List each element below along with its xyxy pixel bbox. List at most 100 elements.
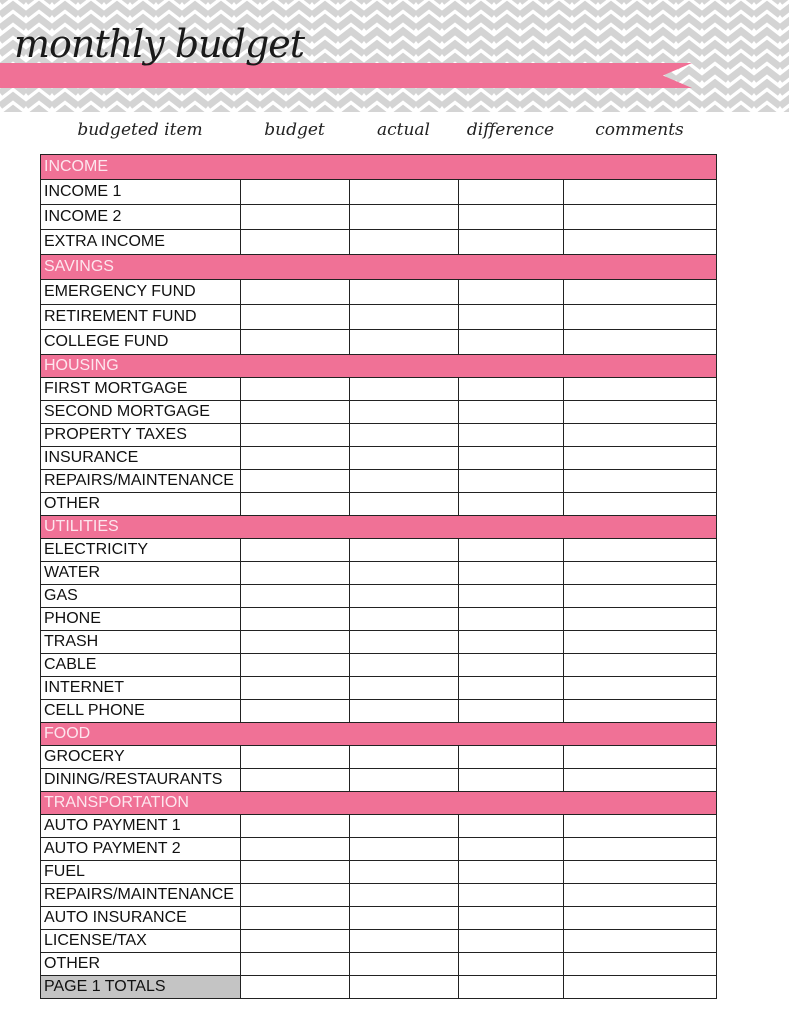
actual-cell[interactable] — [349, 837, 459, 861]
budget-cell[interactable] — [240, 860, 350, 884]
comments-cell[interactable] — [563, 204, 717, 230]
difference-cell[interactable] — [458, 630, 564, 654]
actual-cell[interactable] — [349, 304, 459, 330]
actual-cell[interactable] — [349, 607, 459, 631]
actual-cell[interactable] — [349, 929, 459, 953]
difference-cell[interactable] — [458, 653, 564, 677]
comments-cell[interactable] — [563, 860, 717, 884]
budget-cell[interactable] — [240, 469, 350, 493]
actual-cell[interactable] — [349, 814, 459, 838]
budget-cell[interactable] — [240, 699, 350, 723]
comments-cell[interactable] — [563, 279, 717, 305]
budget-cell[interactable] — [240, 204, 350, 230]
comments-cell[interactable] — [563, 630, 717, 654]
actual-cell[interactable] — [349, 883, 459, 907]
difference-cell[interactable] — [458, 584, 564, 608]
actual-cell[interactable] — [349, 204, 459, 230]
budget-cell[interactable] — [240, 929, 350, 953]
difference-cell[interactable] — [458, 906, 564, 930]
difference-cell[interactable] — [458, 204, 564, 230]
difference-cell[interactable] — [458, 179, 564, 205]
comments-cell[interactable] — [563, 607, 717, 631]
difference-cell[interactable] — [458, 279, 564, 305]
difference-cell[interactable] — [458, 883, 564, 907]
comments-cell[interactable] — [563, 492, 717, 516]
difference-cell[interactable] — [458, 837, 564, 861]
actual-cell[interactable] — [349, 469, 459, 493]
comments-cell[interactable] — [563, 699, 717, 723]
budget-cell[interactable] — [240, 745, 350, 769]
budget-cell[interactable] — [240, 400, 350, 424]
comments-cell[interactable] — [563, 446, 717, 470]
difference-cell[interactable] — [458, 676, 564, 700]
actual-cell[interactable] — [349, 676, 459, 700]
budget-cell[interactable] — [240, 768, 350, 792]
difference-cell[interactable] — [458, 745, 564, 769]
actual-cell[interactable] — [349, 768, 459, 792]
actual-cell[interactable] — [349, 630, 459, 654]
actual-cell[interactable] — [349, 561, 459, 585]
budget-cell[interactable] — [240, 304, 350, 330]
difference-cell[interactable] — [458, 561, 564, 585]
comments-cell[interactable] — [563, 229, 717, 255]
difference-cell[interactable] — [458, 975, 564, 999]
comments-cell[interactable] — [563, 469, 717, 493]
difference-cell[interactable] — [458, 929, 564, 953]
actual-cell[interactable] — [349, 952, 459, 976]
budget-cell[interactable] — [240, 492, 350, 516]
comments-cell[interactable] — [563, 179, 717, 205]
budget-cell[interactable] — [240, 229, 350, 255]
difference-cell[interactable] — [458, 446, 564, 470]
budget-cell[interactable] — [240, 630, 350, 654]
budget-cell[interactable] — [240, 446, 350, 470]
budget-cell[interactable] — [240, 837, 350, 861]
budget-cell[interactable] — [240, 179, 350, 205]
difference-cell[interactable] — [458, 768, 564, 792]
budget-cell[interactable] — [240, 883, 350, 907]
budget-cell[interactable] — [240, 906, 350, 930]
actual-cell[interactable] — [349, 975, 459, 999]
difference-cell[interactable] — [458, 423, 564, 447]
comments-cell[interactable] — [563, 304, 717, 330]
actual-cell[interactable] — [349, 745, 459, 769]
difference-cell[interactable] — [458, 538, 564, 562]
comments-cell[interactable] — [563, 653, 717, 677]
difference-cell[interactable] — [458, 492, 564, 516]
difference-cell[interactable] — [458, 860, 564, 884]
budget-cell[interactable] — [240, 584, 350, 608]
comments-cell[interactable] — [563, 423, 717, 447]
actual-cell[interactable] — [349, 584, 459, 608]
budget-cell[interactable] — [240, 676, 350, 700]
comments-cell[interactable] — [563, 952, 717, 976]
comments-cell[interactable] — [563, 929, 717, 953]
comments-cell[interactable] — [563, 400, 717, 424]
difference-cell[interactable] — [458, 607, 564, 631]
comments-cell[interactable] — [563, 676, 717, 700]
comments-cell[interactable] — [563, 329, 717, 355]
budget-cell[interactable] — [240, 423, 350, 447]
actual-cell[interactable] — [349, 446, 459, 470]
budget-cell[interactable] — [240, 329, 350, 355]
difference-cell[interactable] — [458, 329, 564, 355]
actual-cell[interactable] — [349, 699, 459, 723]
budget-cell[interactable] — [240, 377, 350, 401]
difference-cell[interactable] — [458, 229, 564, 255]
budget-cell[interactable] — [240, 653, 350, 677]
comments-cell[interactable] — [563, 975, 717, 999]
actual-cell[interactable] — [349, 492, 459, 516]
comments-cell[interactable] — [563, 538, 717, 562]
comments-cell[interactable] — [563, 377, 717, 401]
actual-cell[interactable] — [349, 329, 459, 355]
comments-cell[interactable] — [563, 745, 717, 769]
actual-cell[interactable] — [349, 400, 459, 424]
difference-cell[interactable] — [458, 377, 564, 401]
budget-cell[interactable] — [240, 279, 350, 305]
comments-cell[interactable] — [563, 584, 717, 608]
comments-cell[interactable] — [563, 768, 717, 792]
difference-cell[interactable] — [458, 952, 564, 976]
actual-cell[interactable] — [349, 229, 459, 255]
comments-cell[interactable] — [563, 883, 717, 907]
difference-cell[interactable] — [458, 400, 564, 424]
actual-cell[interactable] — [349, 906, 459, 930]
budget-cell[interactable] — [240, 814, 350, 838]
